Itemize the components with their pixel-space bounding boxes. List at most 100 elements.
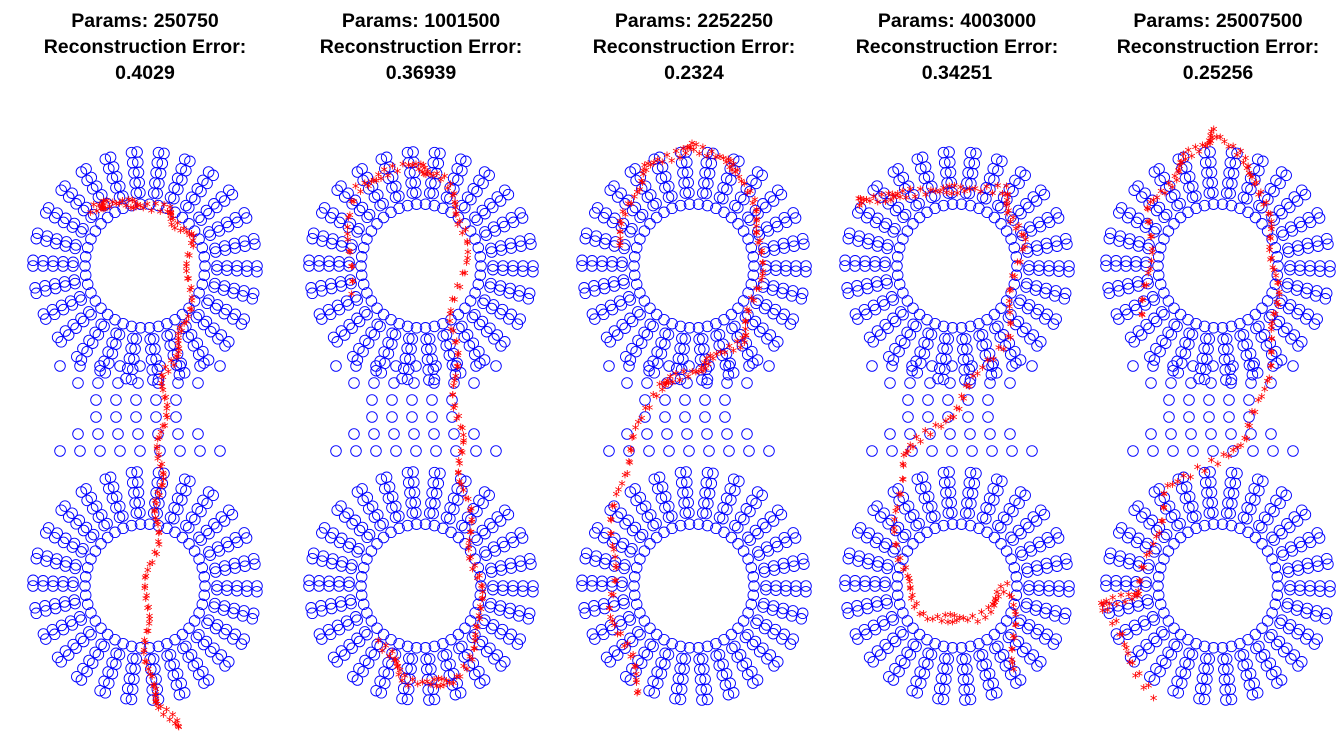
reconstruction-point: * [460, 659, 468, 677]
reconstruction-point: * [618, 217, 626, 235]
target-point [1171, 640, 1183, 653]
target-point [742, 308, 754, 321]
target-point [1300, 633, 1312, 645]
target-point [303, 254, 315, 267]
target-point [241, 580, 253, 592]
target-point [757, 601, 769, 613]
target-point [626, 635, 639, 648]
reconstruction-point: * [616, 239, 624, 257]
target-point [867, 184, 879, 196]
target-point [638, 545, 651, 557]
reconstruction-point: * [1126, 655, 1134, 673]
target-point [742, 531, 754, 544]
target-point [882, 198, 894, 210]
target-point [913, 531, 926, 544]
reconstruction-point: * [423, 675, 431, 693]
target-point [1159, 183, 1172, 195]
target-point [231, 264, 243, 277]
reconstruction-point: * [134, 198, 142, 216]
target-point [1272, 260, 1284, 272]
reconstruction-point: * [462, 223, 470, 241]
target-point [1128, 656, 1140, 668]
target-point [1314, 260, 1326, 272]
target-point [1135, 649, 1148, 661]
reconstruction-point: * [414, 677, 422, 695]
target-point [396, 692, 408, 705]
target-point [152, 519, 165, 532]
target-point [94, 684, 106, 697]
reconstruction-point: * [656, 377, 664, 395]
target-point [1133, 532, 1145, 545]
reconstruction-point: * [144, 564, 152, 582]
params-value: 1001500 [424, 10, 501, 32]
target-point [881, 277, 893, 290]
target-point [1174, 628, 1187, 641]
target-point [996, 475, 1008, 488]
target-point [761, 333, 773, 345]
reconstruction-point: * [979, 361, 987, 379]
reconstruction-point: * [394, 660, 402, 678]
target-point [1103, 287, 1116, 300]
target-point [450, 360, 462, 372]
reconstruction-point: * [453, 207, 461, 225]
reconstruction-point: * [1268, 332, 1276, 350]
reconstruction-point: * [382, 639, 390, 657]
target-point [59, 645, 72, 657]
target-point [760, 201, 772, 214]
target-point [365, 225, 378, 237]
reconstruction-point: * [647, 159, 655, 177]
reconstruction-point: * [459, 422, 467, 440]
target-point [372, 189, 384, 201]
reconstruction-point: * [1268, 332, 1276, 350]
reconstruction-point: * [183, 257, 191, 275]
target-point [490, 360, 502, 372]
target-point [410, 322, 423, 334]
reconstruction-point: * [479, 591, 487, 609]
target-point [710, 637, 722, 650]
target-point [872, 212, 884, 225]
reconstruction-point: * [1194, 461, 1202, 479]
target-point [98, 519, 110, 532]
reconstruction-point: * [753, 220, 761, 238]
target-point [406, 411, 418, 423]
reconstruction-point: * [751, 193, 759, 211]
target-point [350, 445, 362, 457]
target-point [937, 373, 950, 386]
reconstruction-point: * [672, 145, 680, 163]
target-point [1063, 580, 1075, 592]
target-point [131, 466, 143, 478]
reconstruction-point: * [454, 347, 462, 365]
target-point [692, 642, 705, 654]
reconstruction-point: * [468, 515, 476, 533]
reconstruction-point: * [424, 165, 432, 183]
target-point [99, 687, 112, 699]
target-point [874, 191, 887, 203]
target-point [1038, 188, 1051, 201]
target-point [946, 198, 959, 210]
target-point [884, 428, 896, 440]
target-point [1120, 255, 1132, 268]
reconstruction-point: * [368, 175, 376, 193]
target-point [527, 585, 539, 598]
target-point [907, 538, 919, 550]
reconstruction-point: * [394, 164, 402, 182]
target-point [760, 263, 772, 276]
target-point [780, 264, 792, 277]
error-value: 0.25256 [1182, 62, 1254, 84]
target-point [223, 504, 235, 516]
target-point [215, 191, 228, 203]
target-point [962, 394, 974, 406]
target-point [738, 193, 750, 206]
target-point [630, 174, 642, 187]
reconstruction-point: * [166, 200, 174, 218]
reconstruction-point: * [471, 631, 479, 649]
reconstruction-point: * [611, 550, 619, 568]
target-point [696, 694, 708, 706]
target-point [449, 368, 462, 381]
target-point [1007, 534, 1019, 546]
target-point [211, 521, 223, 534]
reconstruction-point: * [1149, 538, 1157, 556]
target-point [218, 307, 230, 320]
target-point [924, 428, 936, 440]
target-point [356, 201, 369, 214]
